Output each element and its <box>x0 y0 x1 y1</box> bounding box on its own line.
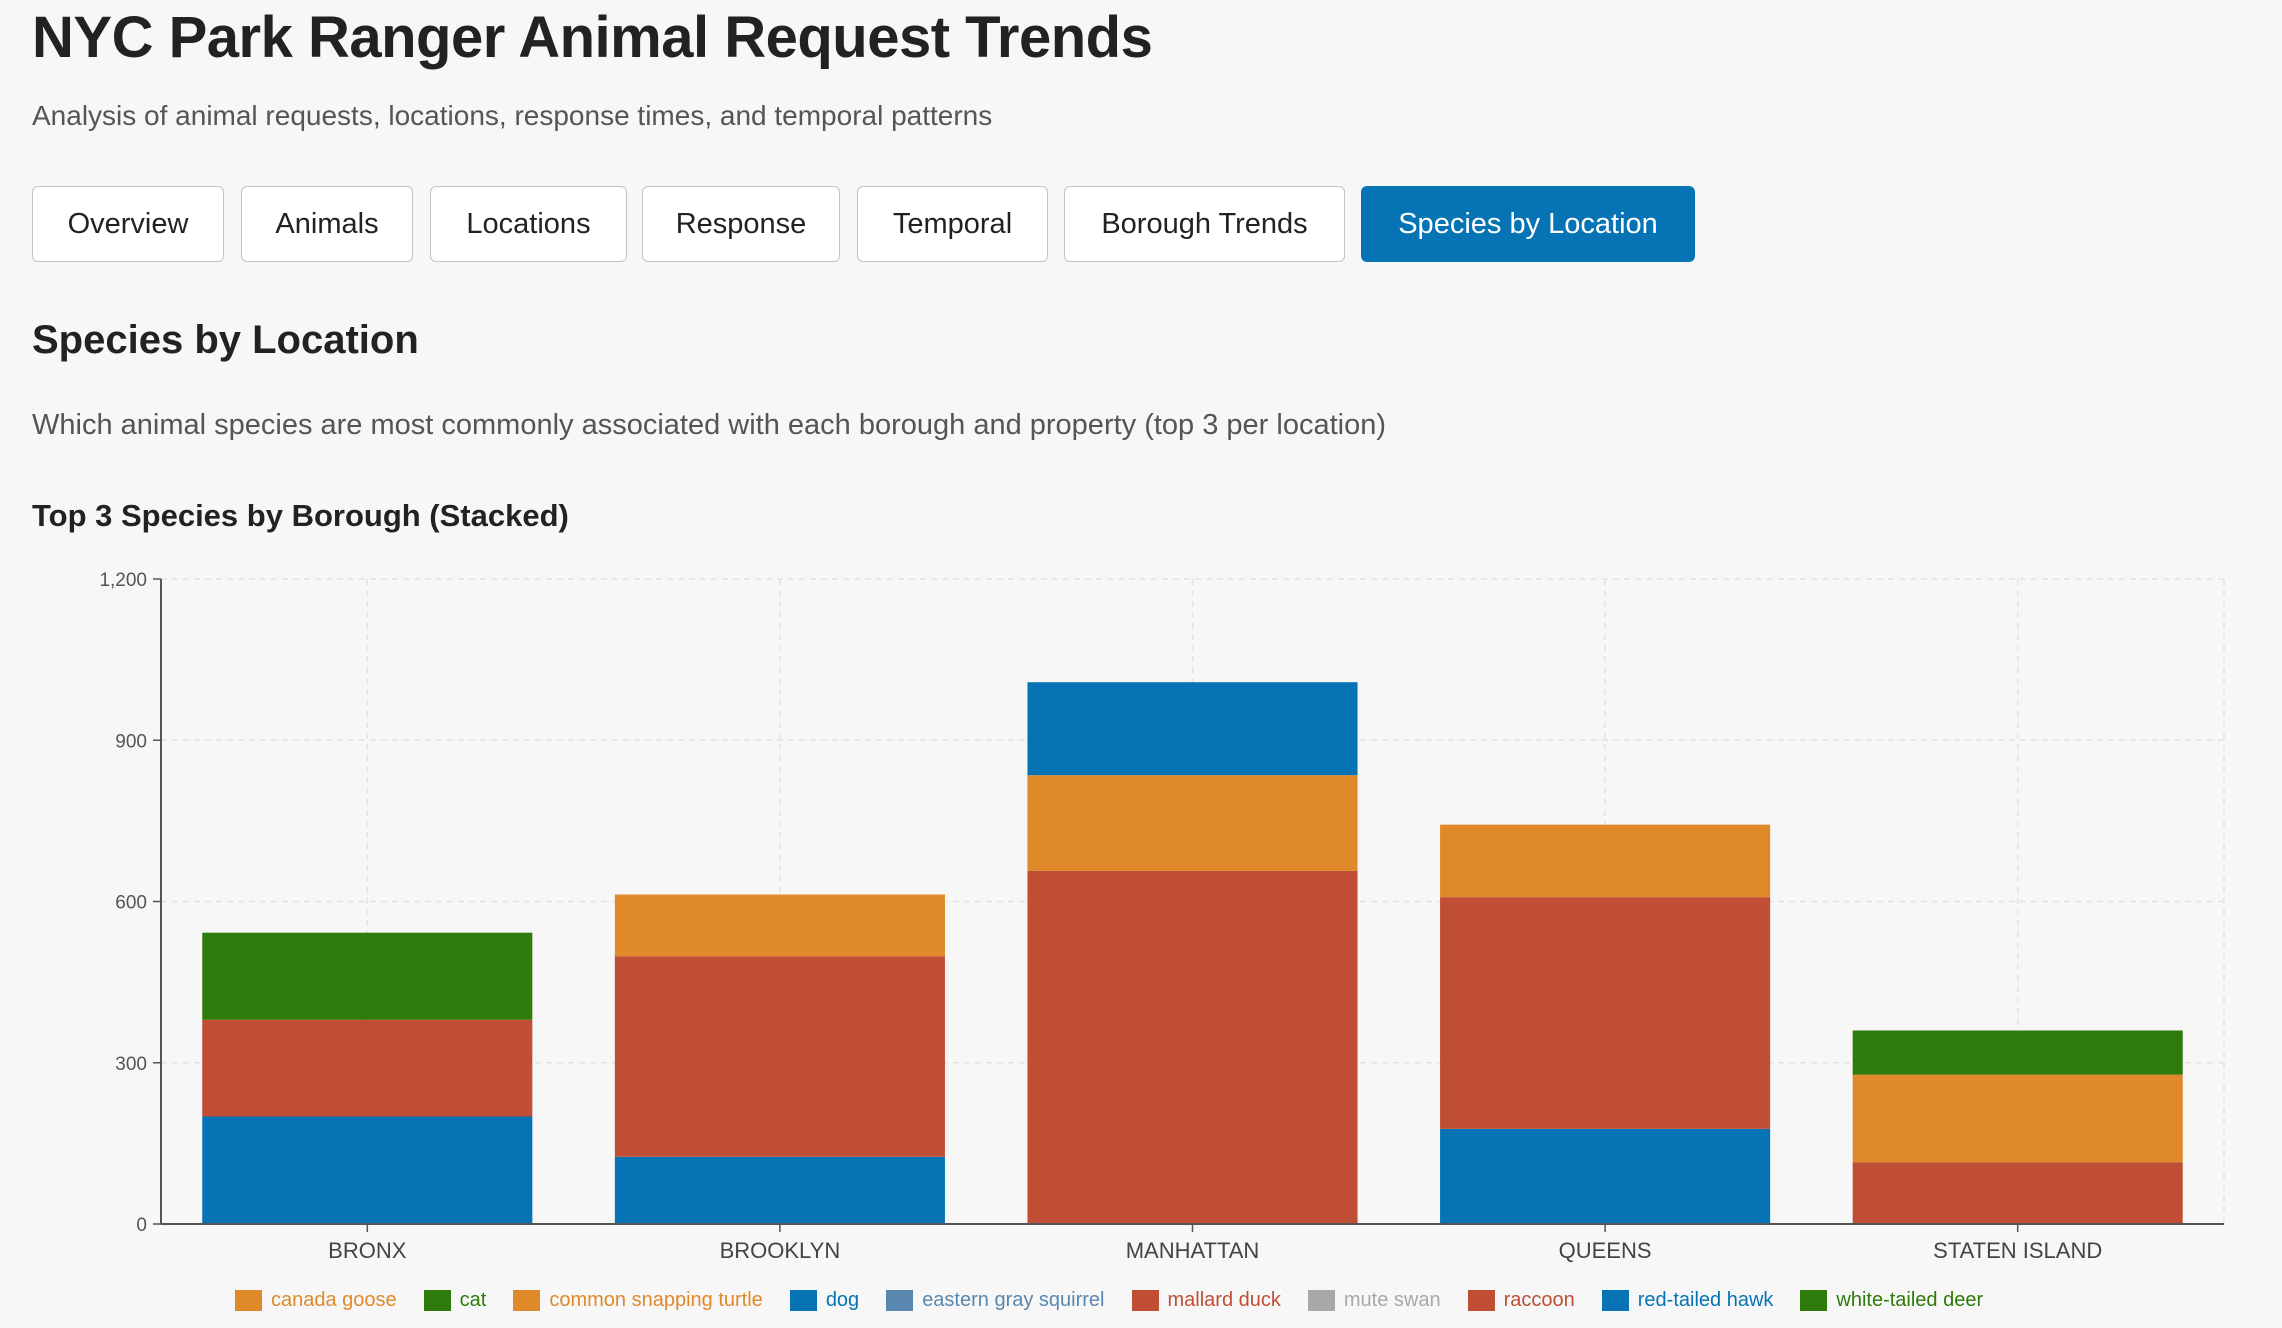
legend-swatch <box>1131 1289 1159 1311</box>
legend-label: mute swan <box>1343 1288 1441 1311</box>
legend-item-mute-swan: mute swan <box>1307 1288 1441 1312</box>
legend-label: raccoon <box>1503 1288 1575 1311</box>
tab-borough-trends[interactable]: Borough Trends <box>1064 186 1345 262</box>
legend-swatch <box>1307 1289 1335 1311</box>
bar-manhattan-common-snapping-turtle <box>1027 775 1358 871</box>
legend-swatch <box>886 1289 914 1311</box>
y-tick-label: 900 <box>115 731 147 752</box>
legend-swatch <box>1800 1289 1828 1311</box>
bar-brooklyn-dog <box>614 1156 945 1224</box>
legend-swatch <box>235 1289 262 1311</box>
bar-staten-island-raccoon <box>1852 1162 2183 1224</box>
page-subtitle: Analysis of animal requests, locations, … <box>32 100 993 131</box>
chart-legend: canada goose cat common snapping turtle dog… <box>235 1284 2010 1316</box>
section-description: Which animal species are most commonly a… <box>32 409 1387 441</box>
bar-manhattan-raccoon <box>1027 870 1358 1224</box>
legend-swatch <box>1467 1289 1495 1311</box>
bar-bronx-white-tailed-deer <box>202 932 533 1020</box>
legend-item-common-snapping-turtle: common snapping turtle <box>513 1288 763 1312</box>
legend-label: mallard duck <box>1167 1288 1281 1311</box>
legend-swatch <box>1601 1289 1629 1311</box>
x-tick-label: STATEN ISLAND <box>1933 1238 2102 1263</box>
legend-item-eastern-gray-squirrel: eastern gray squirrel <box>886 1288 1105 1312</box>
legend-swatch <box>423 1289 451 1311</box>
bar-staten-island-common-snapping-turtle <box>1852 1074 2183 1163</box>
tab-locations[interactable]: Locations <box>430 186 627 262</box>
legend-label: cat <box>459 1288 487 1311</box>
bar-queens-raccoon <box>1440 897 1771 1129</box>
bar-brooklyn-common-snapping-turtle <box>614 894 945 957</box>
x-tick-label: BRONX <box>328 1238 407 1263</box>
bar-queens-dog <box>1440 1128 1771 1224</box>
legend-item-dog: dog <box>789 1288 860 1312</box>
x-tick-label: MANHATTAN <box>1126 1238 1260 1263</box>
bar-staten-island-white-tailed-deer <box>1852 1030 2183 1075</box>
legend-item-mallard-duck: mallard duck <box>1131 1288 1281 1312</box>
legend-item-raccoon: raccoon <box>1467 1288 1575 1312</box>
bar-brooklyn-raccoon <box>614 956 945 1157</box>
legend-label: dog <box>825 1288 860 1311</box>
tab-animals[interactable]: Animals <box>241 186 413 262</box>
legend-label: white-tailed deer <box>1836 1288 1984 1311</box>
section-title: Species by Location <box>32 318 419 362</box>
page-title: NYC Park Ranger Animal Request Trends <box>32 5 1153 70</box>
legend-swatch <box>789 1289 817 1311</box>
legend-item-cat: cat <box>423 1288 487 1312</box>
tab-response[interactable]: Response <box>642 186 840 262</box>
y-tick-label: 1,200 <box>99 570 147 591</box>
bar-bronx-raccoon <box>202 1019 533 1117</box>
legend-item-red-tailed-hawk: red-tailed hawk <box>1601 1288 1774 1312</box>
legend-item-white-tailed-deer: white-tailed deer <box>1800 1289 1983 1312</box>
tab-species-by-location[interactable]: Species by Location <box>1361 186 1695 262</box>
y-tick-label: 300 <box>115 1054 147 1075</box>
chart-title: Top 3 Species by Borough (Stacked) <box>32 498 569 533</box>
legend-label: red-tailed hawk <box>1637 1288 1774 1311</box>
tab-overview[interactable]: Overview <box>32 186 224 262</box>
legend-item-canada-goose: canada goose <box>235 1289 397 1312</box>
legend-label: common snapping turtle <box>549 1288 763 1311</box>
y-tick-label: 0 <box>136 1215 147 1236</box>
tab-temporal[interactable]: Temporal <box>857 186 1048 262</box>
legend-label: canada goose <box>271 1288 397 1311</box>
x-tick-label: BROOKLYN <box>720 1238 841 1263</box>
stacked-bar-chart: 0 300 600 900 1,200 BRONX BROOKLYN MANHATTAN QUE… <box>99 570 2225 1263</box>
bar-queens-common-snapping-turtle <box>1440 824 1771 898</box>
y-tick-label: 600 <box>115 893 147 914</box>
legend-label: eastern gray squirrel <box>922 1288 1105 1311</box>
x-tick-label: QUEENS <box>1559 1238 1652 1263</box>
bar-manhattan-red-tailed-hawk <box>1027 682 1358 776</box>
bar-bronx-dog <box>202 1116 533 1224</box>
legend-swatch <box>513 1289 541 1311</box>
